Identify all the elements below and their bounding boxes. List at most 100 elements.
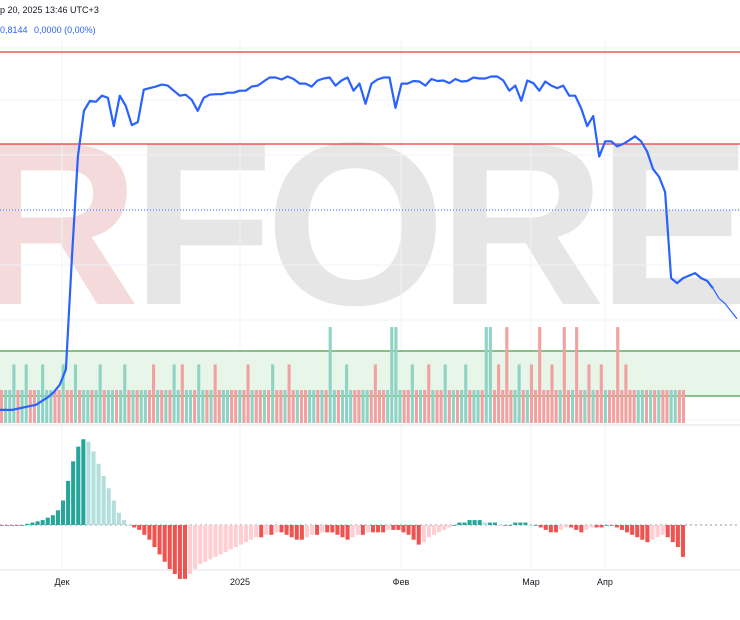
- volume-bar: [603, 390, 607, 423]
- histogram-bar: [157, 525, 162, 555]
- volume-bar: [640, 390, 644, 423]
- volume-bar: [57, 390, 61, 423]
- histogram-bar: [492, 522, 497, 525]
- histogram-bar: [467, 520, 472, 525]
- volume-bar: [624, 364, 628, 423]
- indicator-readout: 0,8144 0,0000 (0,00%): [0, 25, 100, 35]
- volume-bar: [324, 390, 328, 423]
- volume-bar: [427, 364, 431, 423]
- volume-bar: [143, 390, 147, 423]
- volume-bar: [147, 390, 151, 423]
- volume-bar: [250, 390, 254, 423]
- volume-bar: [16, 390, 20, 423]
- histogram-bar: [101, 476, 106, 525]
- volume-bar: [160, 390, 164, 423]
- volume-bar: [464, 364, 468, 423]
- volume-bar: [570, 390, 575, 423]
- histogram-bar: [106, 488, 111, 525]
- volume-bar: [156, 390, 160, 423]
- histogram-bar: [40, 520, 45, 525]
- volume-bar: [394, 327, 398, 423]
- watermark-text: RFOREX: [0, 110, 740, 340]
- volume-bar: [283, 390, 287, 423]
- histogram-bar: [66, 480, 71, 525]
- volume-bar: [24, 364, 28, 423]
- histogram-bar: [228, 525, 233, 550]
- histogram-bar: [91, 451, 96, 525]
- histogram-bar: [289, 525, 294, 538]
- volume-bar: [188, 390, 193, 423]
- histogram-bar: [345, 525, 350, 540]
- histogram-bar: [640, 525, 645, 540]
- volume-bar: [579, 390, 583, 423]
- volume-bar: [406, 390, 410, 423]
- histogram-bar: [650, 525, 655, 540]
- histogram-bar: [619, 525, 625, 530]
- volume-bar: [287, 364, 291, 423]
- histogram-bar: [447, 525, 452, 528]
- volume-bar: [65, 390, 69, 423]
- histogram-bar: [177, 525, 182, 579]
- volume-bar: [501, 390, 505, 423]
- histogram-bar: [233, 525, 238, 548]
- histogram-bar: [442, 525, 447, 530]
- histogram-bar: [96, 463, 101, 525]
- histogram-bar: [147, 525, 152, 540]
- volume-bar: [345, 364, 349, 423]
- watermark-rest: FOREX: [131, 110, 740, 340]
- volume-bar: [497, 364, 501, 423]
- histogram-bar: [0, 525, 5, 526]
- volume-bar: [599, 364, 603, 423]
- histogram-bar: [503, 525, 508, 526]
- histogram-bar: [437, 525, 442, 533]
- volume-bar: [86, 390, 90, 423]
- volume-bar: [308, 390, 312, 423]
- histogram-bar: [462, 522, 467, 525]
- histogram-bar: [477, 520, 482, 525]
- volume-bar: [151, 364, 156, 423]
- volume-bar: [8, 390, 12, 423]
- histogram-bar: [574, 525, 579, 530]
- volume-bar: [123, 364, 127, 423]
- histogram-bar: [518, 522, 523, 525]
- volume-bar: [328, 327, 332, 423]
- histogram-bar: [279, 525, 284, 533]
- histogram-bar: [132, 525, 137, 528]
- histogram-bar: [330, 525, 335, 533]
- histogram-bar: [589, 525, 594, 528]
- histogram-bar: [401, 525, 406, 533]
- volume-bar: [295, 390, 299, 423]
- volume-bar: [373, 364, 377, 423]
- grid-lines: [0, 40, 740, 571]
- histogram-bar: [223, 525, 228, 552]
- volume-bar: [271, 364, 275, 423]
- volume-bar: [538, 327, 542, 423]
- volume-bar: [517, 364, 521, 423]
- histogram-bar: [538, 525, 543, 528]
- volume-bar: [262, 390, 267, 423]
- indicator-change: 0,0000 (0,00%): [34, 25, 96, 35]
- histogram-bar: [381, 525, 386, 533]
- volume-bar: [349, 390, 353, 423]
- histogram-bars: [0, 439, 740, 579]
- histogram-bar: [533, 525, 538, 526]
- volume-bar: [119, 390, 123, 423]
- volume-bar: [595, 390, 599, 423]
- histogram-bar: [248, 525, 254, 540]
- histogram-bar: [86, 441, 91, 525]
- volume-bar: [447, 390, 451, 423]
- volume-bar: [665, 390, 669, 423]
- histogram-bar: [269, 525, 274, 535]
- volume-bar: [353, 390, 357, 423]
- histogram-bar: [172, 525, 177, 574]
- histogram-bar: [655, 525, 660, 538]
- histogram-bar: [299, 525, 304, 540]
- x-tick-label: Мар: [522, 577, 540, 587]
- volume-bar: [49, 390, 53, 423]
- histogram-bar: [264, 525, 269, 535]
- volume-bar: [369, 390, 373, 423]
- volume-bar: [176, 390, 180, 423]
- histogram-bar: [213, 525, 218, 557]
- volume-bar: [468, 390, 472, 423]
